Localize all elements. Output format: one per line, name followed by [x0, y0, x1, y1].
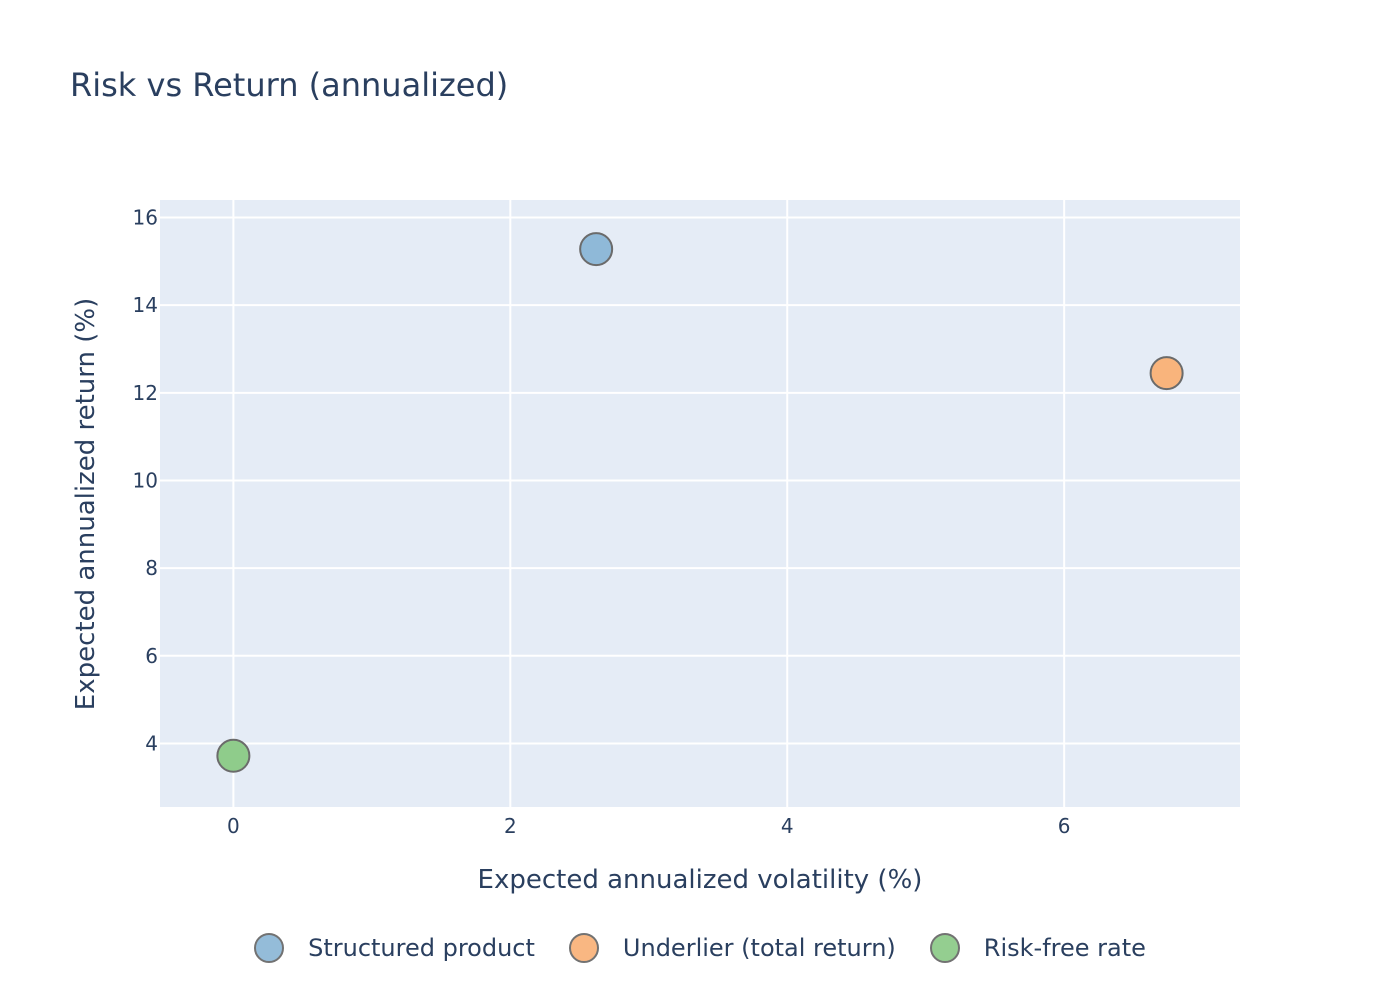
legend-swatch: [254, 933, 285, 963]
y-tick-label: 16: [133, 206, 158, 230]
legend-label: Risk-free rate: [983, 934, 1146, 962]
y-tick-label: 14: [133, 293, 158, 317]
legend-swatch: [568, 933, 599, 963]
legend-item[interactable]: Risk-free rate: [929, 933, 1146, 963]
data-point[interactable]: [579, 232, 614, 267]
chart-title: Risk vs Return (annualized): [70, 66, 509, 104]
data-points: [216, 232, 1184, 773]
legend-swatch: [929, 933, 960, 963]
legend: Structured product Underlier (total retur…: [0, 926, 1400, 970]
y-tick-label: 12: [133, 381, 158, 405]
x-tick-label: 2: [504, 814, 517, 838]
y-axis-ticks: 4 6 8 10 12 14 16: [133, 206, 158, 756]
x-tick-label: 4: [781, 814, 794, 838]
x-axis-ticks: 0 2 4 6: [227, 814, 1071, 838]
legend-label: Underlier (total return): [622, 934, 896, 962]
data-point[interactable]: [1149, 356, 1184, 391]
y-tick-label: 10: [133, 468, 158, 492]
y-tick-label: 6: [145, 644, 158, 668]
legend-item[interactable]: Structured product: [254, 933, 535, 963]
grid-lines: [160, 200, 1240, 807]
x-axis-title: Expected annualized volatility (%): [478, 865, 923, 895]
plot-area-background: [160, 200, 1240, 807]
legend-item[interactable]: Underlier (total return): [568, 933, 896, 963]
y-axis-title: Expected annualized return (%): [71, 298, 101, 710]
x-tick-label: 6: [1058, 814, 1071, 838]
x-tick-label: 0: [227, 814, 240, 838]
y-tick-label: 8: [145, 556, 158, 580]
legend-label: Structured product: [308, 934, 535, 962]
data-point[interactable]: [216, 738, 251, 773]
y-tick-label: 4: [145, 731, 158, 755]
